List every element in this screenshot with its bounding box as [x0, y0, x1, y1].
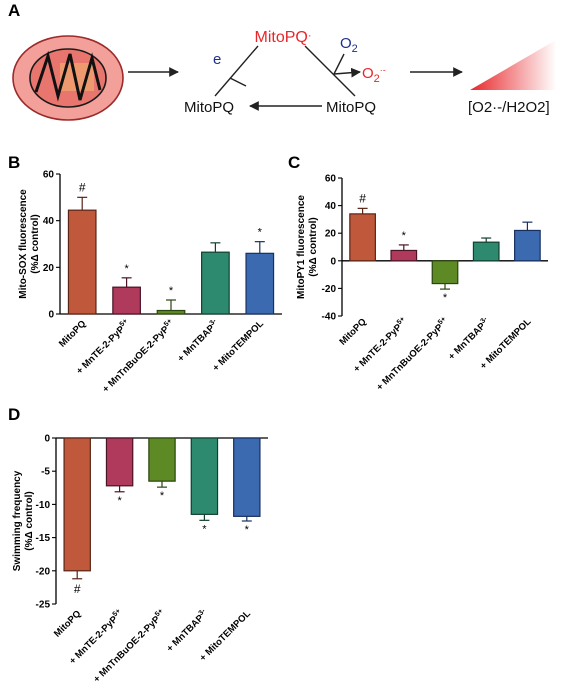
significance-marker: #	[74, 582, 81, 596]
category-label: MitoPQ	[337, 316, 368, 347]
y-tick-label: -15	[36, 533, 51, 544]
significance-marker: *	[124, 263, 129, 275]
bar	[514, 229, 541, 262]
category-label: + MnTnBuOE-2-PyP5+	[100, 318, 177, 395]
category-label: + MnTnBuOE-2-PyP5+	[91, 608, 168, 685]
y-axis-label: Swimming frequency(%Δ control)	[12, 470, 35, 571]
category-label: + MnTBAP3-	[175, 317, 222, 364]
y-tick-label: -20	[36, 566, 51, 577]
bar	[112, 286, 141, 315]
significance-marker: *	[443, 292, 448, 304]
ratio-label: [O2·-/H2O2]	[468, 99, 550, 116]
oxygen-label: O2	[340, 35, 358, 55]
bar	[156, 309, 186, 315]
y-tick-label: -40	[322, 312, 337, 323]
bar	[105, 437, 134, 487]
y-tick-label: 0	[44, 434, 50, 445]
mitopq-right-label: MitoPQ	[326, 99, 376, 116]
y-tick-label: -5	[41, 467, 50, 478]
bar	[233, 437, 261, 517]
significance-marker: #	[359, 191, 366, 205]
category-label: + MnTBAP3-	[164, 607, 211, 654]
category-label: MitoPQ	[52, 608, 83, 639]
y-tick-label: -20	[322, 284, 337, 295]
y-tick-label: 40	[43, 216, 55, 227]
y-tick-label: 40	[325, 201, 337, 212]
reduction-arrow	[214, 45, 259, 97]
significance-marker: *	[117, 495, 122, 507]
significance-marker: #	[79, 180, 86, 194]
chart-mitopy1: -40 -20 0 20 40 60 MitoPY1 fluorescence(%Δ con…	[296, 174, 548, 393]
category-label: MitoPQ	[57, 318, 88, 349]
superoxide-label: O2·-	[362, 65, 386, 85]
y-tick-label: -10	[36, 500, 51, 511]
bar	[349, 213, 376, 262]
y-axis-label: Mito-SOX fluorescence(%Δ control)	[18, 189, 41, 299]
mitopq-left-label: MitoPQ	[184, 99, 234, 116]
bar	[245, 252, 275, 315]
bar	[472, 241, 500, 262]
category-label: + MitoTEMPOL	[478, 316, 533, 371]
bar	[390, 249, 418, 262]
y-axis-label: MitoPY1 fluorescence(%Δ control)	[296, 195, 319, 299]
significance-marker: *	[169, 285, 174, 297]
bar	[201, 251, 230, 315]
bar	[148, 437, 176, 482]
significance-marker: *	[202, 523, 207, 535]
y-tick-label: 20	[325, 229, 337, 240]
electron-label: e	[213, 51, 221, 68]
mitochondrion-icon	[12, 35, 124, 121]
bar	[190, 437, 219, 515]
bar	[63, 437, 91, 572]
y-tick-label: -25	[36, 600, 51, 611]
y-tick-label: 0	[330, 256, 336, 267]
oxidation-arrow	[304, 45, 361, 97]
y-tick-label: 60	[325, 174, 337, 185]
panel-letter-c: C	[288, 153, 300, 172]
ratio-gradient-wedge	[470, 40, 556, 90]
significance-marker: *	[245, 524, 250, 536]
category-label: + MitoTEMPOL	[211, 318, 266, 373]
panel-letter-a: A	[8, 1, 20, 20]
panel-letter-d: D	[8, 405, 20, 424]
chart-swimming: 0 -5 -10 -15 -20 -25 Swimming frequency(%Δ con…	[12, 434, 268, 685]
significance-marker: *	[258, 227, 263, 239]
bar	[67, 209, 97, 315]
y-tick-label: 60	[43, 170, 55, 181]
bar	[431, 260, 459, 285]
category-label: + MnTnBuOE-2-PyP5+	[374, 316, 451, 393]
significance-marker: *	[402, 230, 407, 242]
significance-marker: *	[160, 490, 165, 502]
panel-letter-b: B	[8, 153, 20, 172]
mitopq-radical-label: MitoPQ·	[254, 29, 311, 46]
panel-a: A MitoPQ· e O2 O2·- MitoPQ MitoPQ [O2·-/…	[8, 1, 556, 121]
y-tick-label: 0	[48, 310, 54, 321]
category-label: + MitoTEMPOL	[198, 608, 253, 663]
y-tick-label: 20	[43, 263, 55, 274]
